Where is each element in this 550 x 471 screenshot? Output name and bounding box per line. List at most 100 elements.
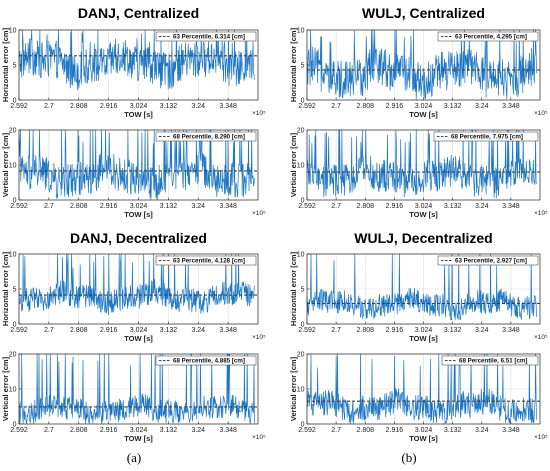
x-tick-label: 3.024 — [415, 203, 433, 210]
x-tick-label: 2.592 — [10, 203, 28, 210]
x-tick-label: 3.24 — [191, 327, 205, 334]
series-line — [306, 353, 537, 424]
x-tick-label: 3.132 — [444, 327, 462, 334]
x-tick-label: 2.916 — [386, 427, 404, 434]
chart-title: DANJ, Decentralized — [70, 230, 207, 246]
y-tick-label: 10 — [9, 251, 17, 258]
y-axis-label: Vertical error [cm] — [1, 132, 10, 197]
legend-label: 63 Percentile, 4.295 [cm] — [455, 34, 527, 41]
panel-group: DANJ, Centralized 2.592 2.7 2.808 2.916 3.024… — [1, 5, 548, 443]
x-tick-label: 2.916 — [100, 327, 118, 334]
x-tick-label: 2.7 — [44, 327, 54, 334]
y-axis-label: Horizontal error [cm] — [1, 251, 10, 326]
x-tick-label: 2.808 — [70, 427, 88, 434]
x-tick-label: 2.7 — [331, 327, 341, 334]
y-axis-label: Vertical error [cm] — [1, 356, 10, 421]
y-tick-label: 20 — [297, 127, 305, 134]
chart-panel: 2.592 2.7 2.808 2.916 3.024 3.132 3.24 3.348 0 10… — [1, 127, 266, 219]
x-tick-label: 2.808 — [70, 203, 88, 210]
x-tick-label: 2.7 — [331, 103, 341, 110]
y-axis-label: Vertical error [cm] — [289, 132, 298, 197]
x-tick-label: 2.916 — [386, 103, 404, 110]
x-tick-label: 2.916 — [100, 427, 118, 434]
x-tick-label: 2.7 — [44, 203, 54, 210]
x-tick-label: 2.7 — [44, 103, 54, 110]
x-tick-label: 3.348 — [219, 427, 237, 434]
y-tick-label: 10 — [9, 27, 17, 34]
x-axis-multiplier: ×10⁵ — [252, 334, 266, 341]
x-axis-multiplier: ×10⁵ — [252, 110, 266, 117]
x-axis-label: TOW [s] — [409, 434, 438, 443]
x-tick-label: 2.808 — [70, 103, 88, 110]
x-tick-label: 2.592 — [298, 203, 316, 210]
caption-left: (a) — [127, 450, 141, 465]
x-tick-label: 2.808 — [356, 103, 374, 110]
x-axis-multiplier: ×10⁵ — [534, 434, 548, 441]
chart-title: WULJ, Decentralized — [354, 230, 492, 246]
chart-title: WULJ, Centralized — [362, 5, 485, 21]
x-tick-label: 2.7 — [331, 203, 341, 210]
series-line — [306, 129, 537, 199]
y-tick-label: 0 — [301, 421, 305, 428]
y-tick-label: 20 — [9, 127, 17, 134]
y-tick-label: 10 — [297, 27, 305, 34]
x-tick-label: 3.24 — [475, 327, 489, 334]
x-tick-label: 3.24 — [191, 203, 205, 210]
x-tick-label: 2.808 — [356, 427, 374, 434]
y-tick-label: 10 — [9, 162, 17, 169]
x-tick-label: 3.24 — [191, 427, 205, 434]
x-tick-label: 3.024 — [415, 427, 433, 434]
legend-box — [437, 255, 539, 266]
chart-panel: WULJ, Centralized 2.592 2.7 2.808 2.916 3.024… — [289, 5, 548, 119]
legend-box — [155, 355, 257, 366]
chart-panel: DANJ, Centralized 2.592 2.7 2.808 2.916 3.024… — [1, 5, 266, 119]
x-tick-label: 2.808 — [70, 327, 88, 334]
legend-box — [441, 355, 539, 366]
legend-box — [155, 131, 257, 142]
x-tick-label: 2.7 — [44, 427, 54, 434]
y-tick-label: 5 — [13, 62, 17, 69]
y-tick-label: 10 — [297, 162, 305, 169]
x-tick-label: 3.132 — [444, 427, 462, 434]
x-axis-multiplier: ×10⁵ — [534, 110, 548, 117]
x-tick-label: 2.916 — [100, 103, 118, 110]
x-tick-label: 3.348 — [502, 327, 520, 334]
x-tick-label: 2.7 — [331, 427, 341, 434]
x-tick-label: 3.024 — [130, 327, 148, 334]
x-tick-label: 3.024 — [415, 327, 433, 334]
legend-box — [437, 31, 539, 42]
x-tick-label: 3.024 — [130, 203, 148, 210]
x-tick-label: 3.132 — [160, 203, 178, 210]
x-tick-label: 2.592 — [10, 327, 28, 334]
y-tick-label: 0 — [13, 197, 17, 204]
y-axis-label: Horizontal error [cm] — [1, 27, 10, 102]
x-tick-label: 3.24 — [475, 427, 489, 434]
legend-label: 68 Percentile, 4.885 [cm] — [173, 358, 245, 365]
x-tick-label: 3.348 — [502, 427, 520, 434]
x-axis-multiplier: ×10⁵ — [252, 210, 266, 217]
x-tick-label: 2.808 — [356, 327, 374, 334]
x-axis-label: TOW [s] — [124, 110, 153, 119]
x-axis-label: TOW [s] — [124, 210, 153, 219]
x-axis-label: TOW [s] — [124, 434, 153, 443]
x-tick-label: 3.132 — [444, 203, 462, 210]
series-line — [306, 253, 537, 321]
x-tick-label: 3.24 — [475, 103, 489, 110]
x-axis-multiplier: ×10⁵ — [534, 334, 548, 341]
legend-label: 68 Percentile, 7.975 [cm] — [451, 134, 523, 141]
y-axis-label: Horizontal error [cm] — [289, 27, 298, 102]
x-tick-label: 3.024 — [130, 427, 148, 434]
y-tick-label: 0 — [13, 97, 17, 104]
x-tick-label: 3.024 — [130, 103, 148, 110]
x-axis-label: TOW [s] — [409, 334, 438, 343]
series-line — [306, 29, 537, 100]
caption-right: (b) — [401, 450, 416, 465]
y-tick-label: 5 — [301, 62, 305, 69]
x-tick-label: 3.24 — [475, 203, 489, 210]
x-tick-label: 2.592 — [298, 103, 316, 110]
legend-box — [433, 131, 539, 142]
legend-box — [155, 255, 257, 266]
legend-label: 63 Percentile, 6.314 [cm] — [173, 34, 245, 41]
x-tick-label: 2.916 — [100, 203, 118, 210]
